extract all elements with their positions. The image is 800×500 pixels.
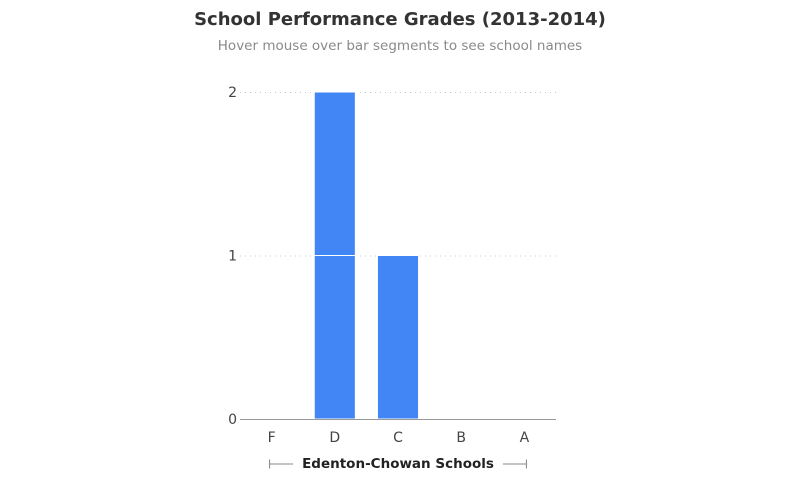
x-tick-label: B	[456, 430, 466, 446]
x-axis-title-group: Edenton-Chowan Schools	[269, 456, 527, 472]
x-tick-label: C	[393, 430, 403, 446]
gridlines	[240, 92, 556, 257]
y-tick-label: 1	[228, 249, 237, 265]
x-axis-title: Edenton-Chowan Schools	[302, 456, 494, 472]
x-tick-label: F	[268, 430, 276, 446]
bars	[313, 91, 420, 420]
y-tick-label: 2	[228, 85, 237, 101]
x-tick-label: A	[520, 430, 530, 446]
bar-segment-d[interactable]	[313, 255, 356, 420]
bar-segment-d[interactable]	[313, 91, 356, 256]
chart-subtitle: Hover mouse over bar segments to see sch…	[217, 38, 583, 54]
y-tick-label: 0	[228, 412, 237, 428]
chart-title: School Performance Grades (2013-2014)	[194, 9, 606, 30]
bar-segment-c[interactable]	[376, 255, 420, 420]
x-tick-label: D	[329, 430, 340, 446]
y-axis-ticks: 0 1 2	[228, 85, 237, 428]
